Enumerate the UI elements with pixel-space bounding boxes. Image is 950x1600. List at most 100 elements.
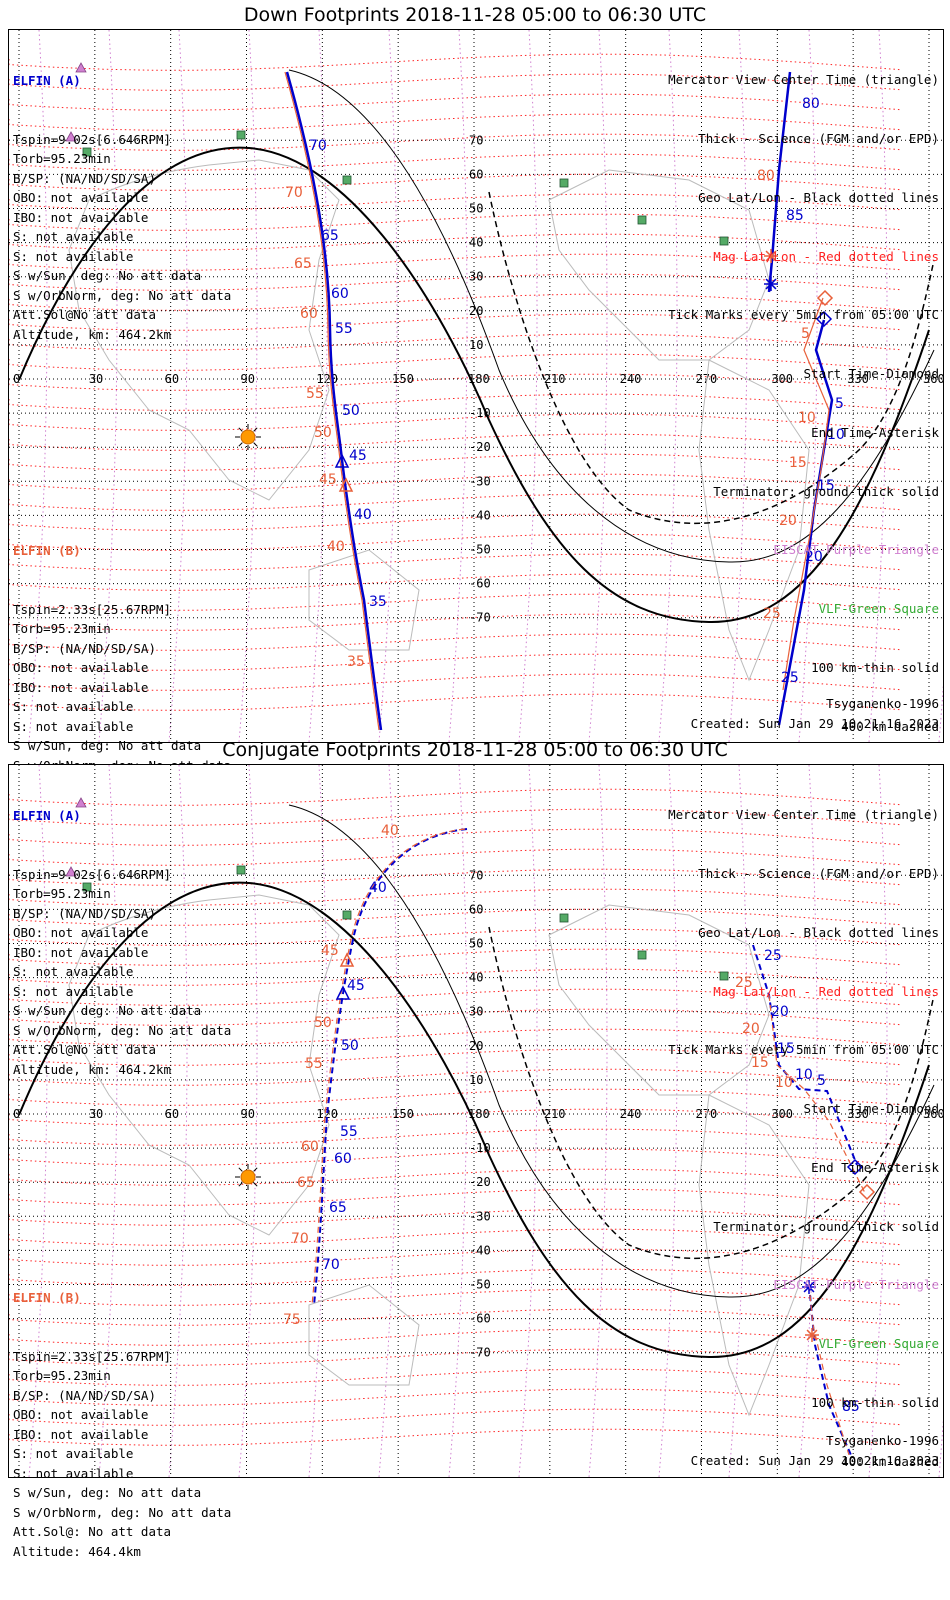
info-line: IBO: not available xyxy=(13,679,149,695)
terminator-ground xyxy=(18,146,930,624)
track-time-label: 70 xyxy=(285,185,303,201)
lon-label: 90 xyxy=(241,1107,255,1121)
vlf-square-icon xyxy=(559,913,569,923)
track-time-label: 35 xyxy=(347,654,365,670)
mag-lat-line xyxy=(9,473,903,491)
mag-lat-line xyxy=(9,1308,903,1326)
info-line: S w/OrbNorm, deg: No att data xyxy=(13,1504,232,1520)
info-line: Altitude, km: 464.2km xyxy=(13,1061,172,1077)
lat-label: 70 xyxy=(469,133,483,147)
elfin-b-track xyxy=(311,828,466,1306)
lat-label: 60 xyxy=(469,167,483,181)
legend-mag-lines: Mag Lat/Lon - Red dotted lines xyxy=(713,983,939,999)
mag-lon-line xyxy=(28,30,48,742)
info-line: Torb=95.23min xyxy=(13,621,111,636)
lon-label: 0 xyxy=(13,372,20,386)
lon-label: 0 xyxy=(13,1107,20,1121)
track-time-label: 50 xyxy=(342,403,360,419)
mag-lon-line xyxy=(238,30,258,742)
track-time-label: 60 xyxy=(301,1139,319,1155)
info-line: Torb=95.23min xyxy=(13,886,111,901)
mag-lon-line xyxy=(868,30,888,742)
lat-label: -50 xyxy=(469,1278,491,1292)
track-time-label: 60 xyxy=(334,1151,352,1167)
mag-lat-line xyxy=(9,828,903,846)
track-time-label: 70 xyxy=(291,1231,309,1247)
track-time-label: 70 xyxy=(322,1257,340,1273)
track-time-label: 25 xyxy=(735,975,753,991)
mag-lat-line xyxy=(9,333,903,351)
elfin-b-track xyxy=(284,71,380,731)
mag-lat-line xyxy=(9,693,903,711)
track-time-label: 5 xyxy=(835,396,844,412)
elfin-a-track-2 xyxy=(767,71,792,293)
center-time-triangle-icon xyxy=(335,985,351,1000)
mag-lat-line xyxy=(9,988,903,1006)
legend-400km: 400 km-dashed xyxy=(841,1453,939,1469)
footprint-map: 0 30 60 90 120 150 180 210 240 270 300 330 360706050… xyxy=(9,765,943,1477)
mag-lat-line xyxy=(9,213,903,231)
mag-lat-line xyxy=(9,53,903,71)
info-line: OBO: not available xyxy=(13,925,149,940)
mag-lat-line xyxy=(9,593,903,611)
lat-label: 40 xyxy=(469,236,483,250)
legend-geo-lines: Geo Lat/Lon - Black dotted lines xyxy=(698,189,939,205)
lat-label: -70 xyxy=(469,1346,491,1360)
track-time-label: 40 xyxy=(327,539,345,555)
start-diamond-icon xyxy=(846,1158,864,1176)
vlf-square-icon xyxy=(637,950,647,960)
lon-label: 210 xyxy=(544,372,566,386)
lon-label: 300 xyxy=(771,372,793,386)
info-line: Altitude, km: 464.2km xyxy=(13,326,172,342)
mag-lat-line xyxy=(9,1228,903,1246)
mag-lat-line xyxy=(9,313,903,331)
elfin-a-lines: Tspin=9.02s[6.646RPM] Torb=95.23min B/SP: … xyxy=(13,130,231,345)
model-label: Tsyganenko-1996 xyxy=(826,1433,939,1448)
lat-label: -30 xyxy=(469,474,491,488)
lon-label: 60 xyxy=(165,1107,179,1121)
track-time-label: 70 xyxy=(309,138,327,154)
legend-100km: 100 km-thin solid xyxy=(811,1395,939,1410)
track-time-label: 25 xyxy=(764,948,782,964)
vlf-square-icon xyxy=(82,882,92,892)
mag-lat-line xyxy=(9,73,903,91)
info-line: B/SP: (NA/ND/SD/SA) xyxy=(13,640,156,656)
eiscat-triangle-icon xyxy=(75,62,87,73)
lat-label: -20 xyxy=(469,440,491,454)
vlf-square-icon xyxy=(719,236,729,246)
lat-label: 40 xyxy=(469,971,483,985)
info-line: Torb=95.23min xyxy=(13,1368,111,1383)
track-time-label: 55 xyxy=(335,321,353,337)
legend-vlf: VLF-Green Square xyxy=(818,601,939,617)
info-line: S: not available xyxy=(13,1465,134,1481)
start-diamond-icon xyxy=(815,310,833,328)
vlf-square-icon xyxy=(559,178,569,188)
mag-lon-line xyxy=(728,765,748,1477)
legend-center-time: Mercator View Center Time (triangle) xyxy=(668,807,939,823)
legend-start: Start Time-Diamond xyxy=(803,1101,939,1117)
elfin-b-info: ELFIN (B) Tspin=2.33s[25.67RPM] Torb=95.2… xyxy=(13,1249,231,1600)
track-time-label: 20 xyxy=(779,513,797,529)
center-time-triangle-icon xyxy=(334,453,350,468)
track-time-label: 15 xyxy=(777,1041,795,1057)
mag-lat-line xyxy=(9,433,903,451)
mag-lat-line xyxy=(9,1248,903,1266)
legend-start: Start Time-Diamond xyxy=(803,366,939,382)
elfin-a-track-2 xyxy=(752,944,858,1166)
elfin-a-lines: Tspin=9.02s[6.646RPM] Torb=95.23min B/SP: … xyxy=(13,865,231,1080)
lon-label: 120 xyxy=(316,1107,338,1121)
track-time-label: 45 xyxy=(319,472,337,488)
info-line: Altitude: 464.4km xyxy=(13,1543,141,1559)
legend-center-time: Mercator View Center Time (triangle) xyxy=(668,72,939,88)
lat-label: 10 xyxy=(469,338,483,352)
track-time-label: 20 xyxy=(771,1004,789,1020)
mag-lat-line xyxy=(9,413,903,431)
mag-lon-line xyxy=(518,765,538,1477)
info-line: S: not available xyxy=(13,229,134,244)
info-line: Att.Sol@No att data xyxy=(13,307,156,322)
panel-title-conjugate: Conjugate Footprints 2018-11-28 05:00 to… xyxy=(222,739,728,761)
vlf-square-icon xyxy=(342,910,352,920)
terminator-ground xyxy=(18,881,930,1359)
info-line: S: not available xyxy=(13,964,134,979)
mag-lon-line xyxy=(658,765,678,1477)
